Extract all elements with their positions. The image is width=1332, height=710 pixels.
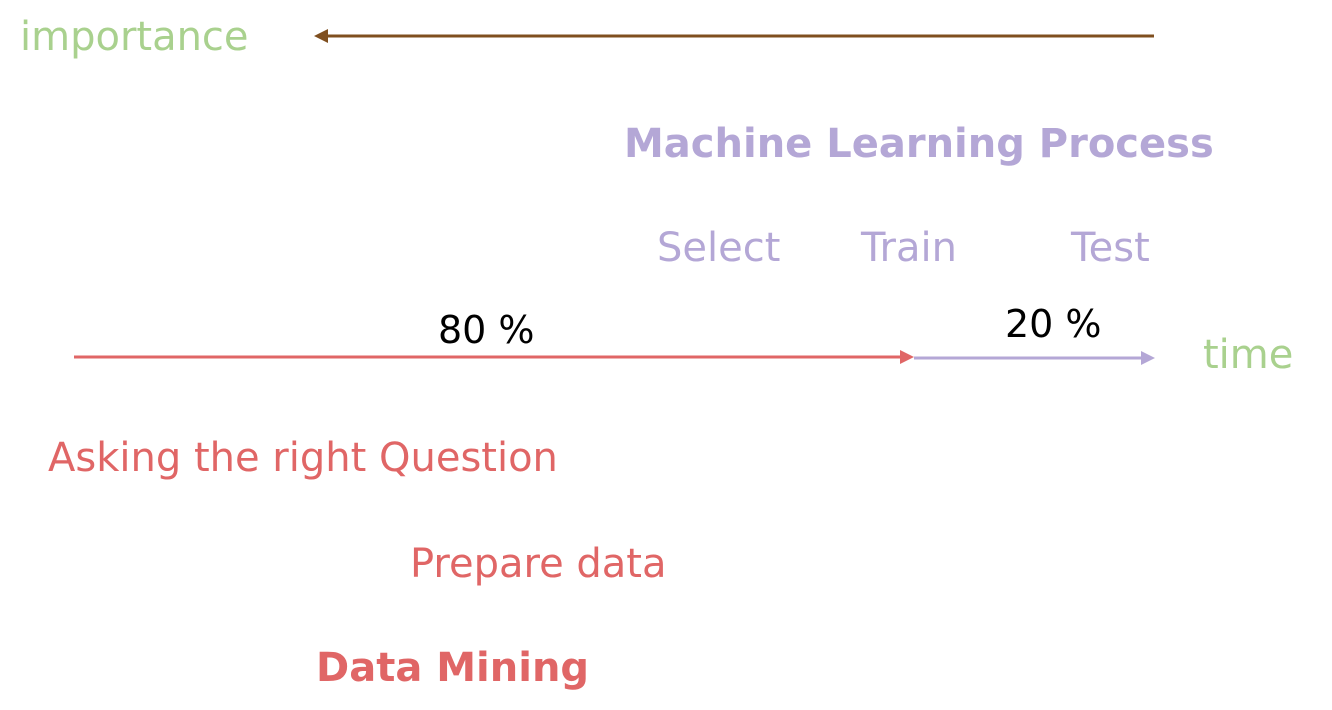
dm-step-prepare-data: Prepare data xyxy=(410,541,667,587)
dm-step-asking-question: Asking the right Question xyxy=(48,435,558,481)
data-mining-arrow-icon xyxy=(74,350,914,364)
data-mining-share: 80 % xyxy=(438,308,535,352)
importance-arrow-icon xyxy=(314,29,1154,43)
machine-learning-share: 20 % xyxy=(1005,302,1102,346)
machine-learning-arrow-icon xyxy=(914,351,1155,365)
ml-step-train: Train xyxy=(861,225,957,271)
data-mining-title: Data Mining xyxy=(316,645,590,691)
machine-learning-title: Machine Learning Process xyxy=(624,121,1214,167)
ml-step-select: Select xyxy=(657,225,781,271)
time-axis-label: time xyxy=(1203,332,1294,378)
importance-axis-label: importance xyxy=(20,14,249,60)
ml-step-test: Test xyxy=(1071,225,1150,271)
